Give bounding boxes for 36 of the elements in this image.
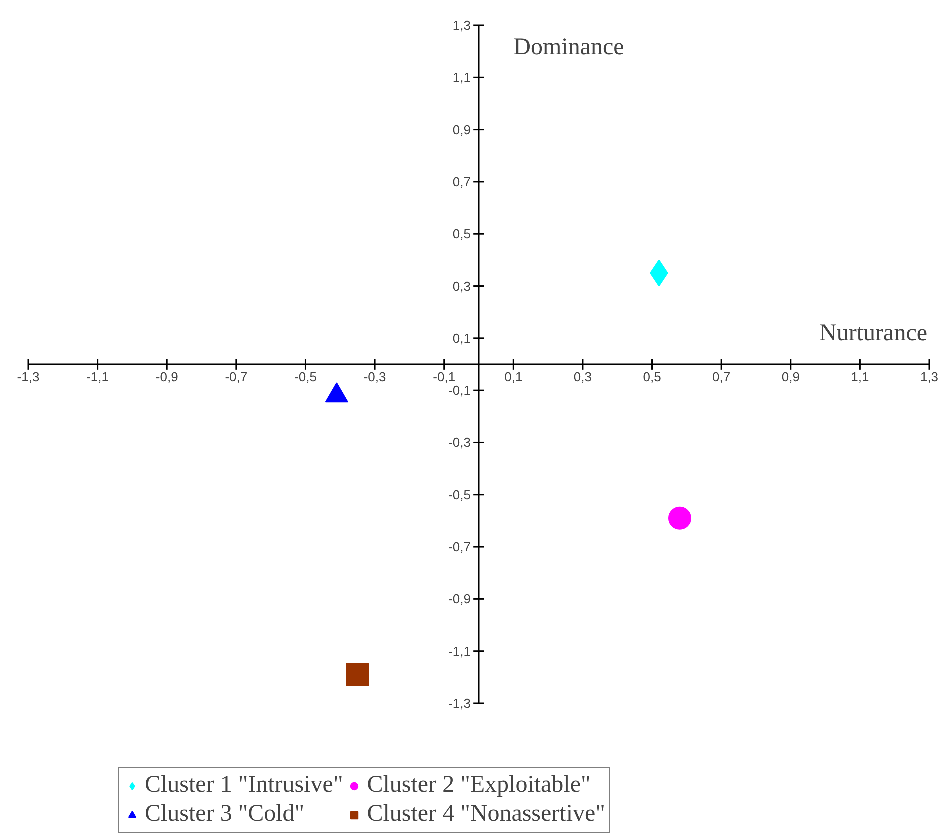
- point: [346, 663, 370, 686]
- legend-label: Cluster 1 "Intrusive": [145, 772, 344, 799]
- y-axis-title: Dominance: [514, 34, 624, 60]
- x-tick-label: -0,9: [156, 370, 178, 384]
- y-tick-label: 1,3: [452, 18, 472, 33]
- y-tick-label: -1,3: [448, 696, 472, 711]
- x-tick-label: -1,3: [17, 370, 40, 384]
- x-tick-label: -0,3: [364, 370, 386, 384]
- x-tick-label: -1,1: [86, 370, 110, 384]
- y-tick-label: -0,7: [448, 540, 472, 555]
- legend-label: Cluster 4 "Nonassertive": [367, 801, 606, 828]
- x-tick-label: 0,7: [712, 370, 731, 384]
- x-tick-label: 0,1: [504, 370, 523, 384]
- y-tick-label: 0,7: [452, 174, 472, 190]
- y-tick-label: 1,1: [452, 70, 472, 86]
- y-tick-label: 0,3: [452, 278, 472, 294]
- y-tick-label: -0,9: [448, 592, 472, 607]
- y-tick-label: 0,1: [452, 330, 472, 346]
- x-axis-title: Nurturance: [820, 320, 928, 346]
- x-tick-label: 1,3: [920, 370, 939, 384]
- x-tick-label: -0,5: [294, 370, 317, 384]
- y-tick-label: -0,1: [448, 383, 472, 398]
- legend-label: Cluster 3 "Cold": [145, 801, 305, 828]
- legend-label: Cluster 2 "Exploitable": [367, 772, 591, 799]
- x-tick-label: 0,3: [574, 370, 592, 384]
- y-tick-label: 0,5: [452, 226, 472, 242]
- x-tick-label: 0,9: [782, 370, 800, 384]
- x-tick-label: 1,1: [851, 370, 870, 384]
- x-tick-label: -0,7: [225, 370, 248, 384]
- y-tick-label: -0,3: [448, 435, 472, 450]
- y-tick-label: -1,1: [448, 644, 472, 659]
- x-tick-label: 0,5: [643, 370, 662, 384]
- y-tick-label: -0,5: [448, 487, 472, 502]
- y-tick-label: 0,9: [452, 122, 472, 138]
- x-tick-label: -0,1: [433, 370, 456, 384]
- point: [668, 506, 692, 530]
